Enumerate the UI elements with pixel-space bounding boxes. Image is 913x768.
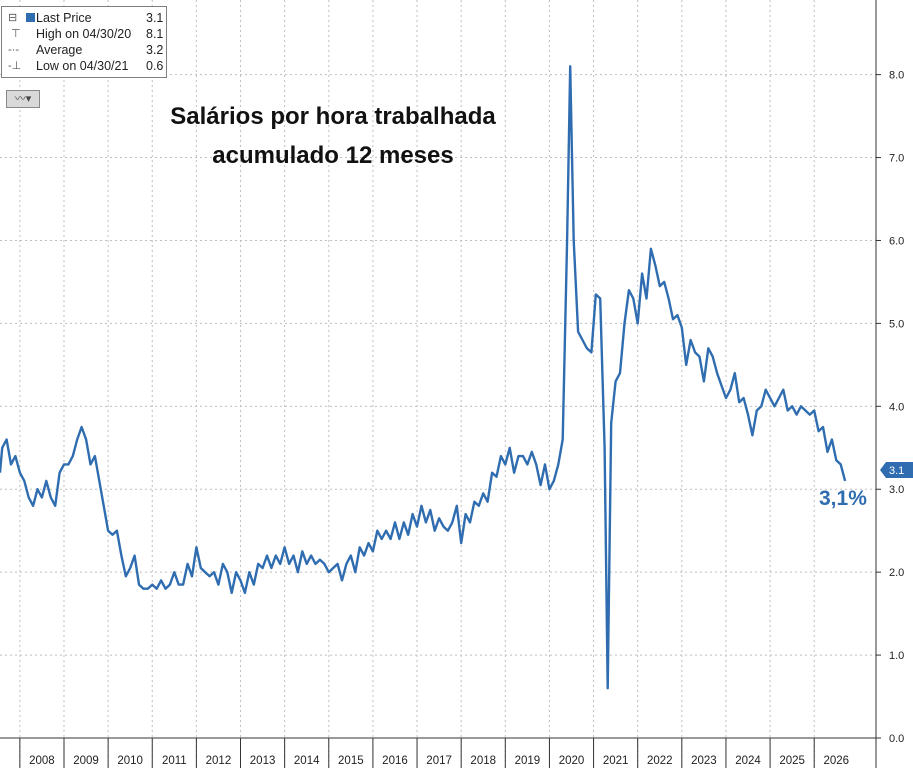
y-tick-label: 5.0 [889, 318, 904, 330]
x-tick-label: 2020 [559, 755, 585, 767]
legend-value: 3.2 [146, 43, 164, 57]
legend-row-last-price[interactable]: ⊟ Last Price 3.1 [6, 10, 166, 26]
chart-type-button[interactable]: 〰▾ [6, 90, 40, 108]
y-tick-label: 2.0 [889, 567, 904, 579]
x-tick-label: 2015 [338, 755, 364, 767]
x-tick-label: 2019 [515, 755, 541, 767]
line-chart-icon: 〰▾ [14, 93, 32, 105]
x-tick-label: 2026 [823, 755, 849, 767]
x-tick-label: 2021 [603, 755, 629, 767]
chart-title: Salários por hora trabalhada [170, 103, 496, 130]
legend-square-marker-icon: ⊟ [8, 10, 36, 26]
legend-label: Last Price [36, 11, 92, 25]
x-tick-label: 2013 [250, 755, 276, 767]
y-tick-label: 1.0 [889, 650, 904, 662]
series-layer [0, 65, 847, 690]
y-tick-label: 7.0 [889, 153, 904, 165]
y-tick-label: 8.0 [889, 70, 904, 82]
last-value-annotation: 3,1% [819, 487, 867, 510]
legend-value: 3.1 [146, 11, 164, 25]
y-tick-label: 6.0 [889, 235, 904, 247]
legend-value: 8.1 [146, 27, 164, 41]
legend-value: 0.6 [146, 59, 164, 73]
x-tick-label: 2009 [73, 755, 99, 767]
x-tick-label: 2010 [117, 755, 143, 767]
legend-label: Average [36, 43, 83, 57]
legend-high-marker-icon: ⊤ [8, 28, 21, 40]
x-tick-label: 2017 [426, 755, 452, 767]
chart-subtitle: acumulado 12 meses [212, 142, 453, 169]
last-value-badge: 3.1 [880, 462, 913, 478]
y-tick-label: 3.0 [889, 484, 904, 496]
x-tick-label: 2025 [779, 755, 805, 767]
legend-low-marker-icon: -⊥ [8, 60, 22, 72]
legend-label: Low on 04/30/21 [36, 59, 129, 73]
x-tick-label: 2011 [162, 755, 187, 767]
x-axis: 2008 2009 2010 2011 2012 2013 2014 2015 2016 2017… [0, 737, 876, 768]
y-axis: 0.0 1.0 2.0 3.0 4.0 5.0 6.0 7.0 8.0 [875, 0, 904, 768]
x-tick-label: 2022 [647, 755, 673, 767]
series-line [0, 65, 847, 690]
legend-row-low[interactable]: -⊥ Low on 04/30/21 0.6 [6, 58, 166, 74]
x-tick-label: 2018 [470, 755, 496, 767]
legend[interactable]: ⊟ Last Price 3.1 ⊤ High on 04/30/20 8.1 … [1, 6, 167, 78]
legend-row-high[interactable]: ⊤ High on 04/30/20 8.1 [6, 26, 166, 42]
legend-row-average[interactable]: -·- Average 3.2 [6, 42, 166, 58]
x-tick-label: 2014 [294, 755, 320, 767]
x-tick-label: 2008 [29, 755, 55, 767]
y-tick-label: 4.0 [889, 401, 904, 413]
x-tick-label: 2012 [206, 755, 232, 767]
x-tick-label: 2016 [382, 755, 408, 767]
y-tick-label: 0.0 [889, 733, 904, 745]
x-tick-label: 2024 [735, 755, 761, 767]
legend-label: High on 04/30/20 [36, 27, 132, 41]
x-tick-label: 2023 [691, 755, 717, 767]
legend-average-marker-icon: -·- [8, 44, 19, 56]
last-value-badge-label: 3.1 [889, 465, 904, 477]
